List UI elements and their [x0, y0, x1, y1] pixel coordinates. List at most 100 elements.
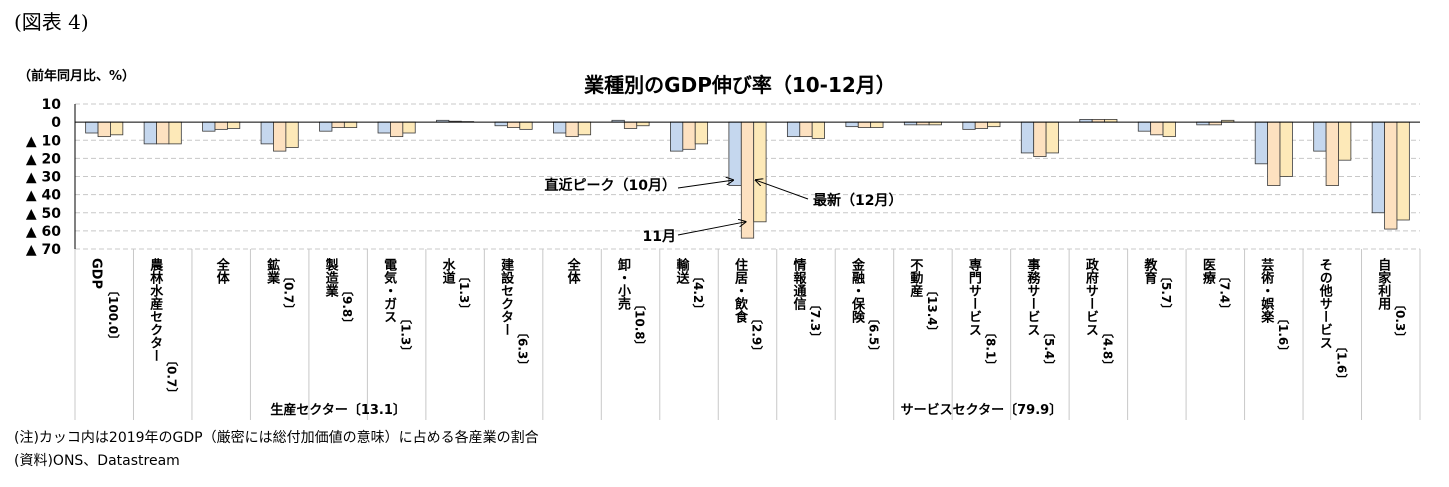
category-share-label: 〔8.1〕	[983, 326, 997, 371]
bar	[97, 121, 111, 138]
y-tick-label: ▲ 40	[26, 188, 61, 204]
category-share-label: 〔13.4〕	[925, 284, 939, 338]
category-share-label: 〔1.3〕	[399, 312, 413, 357]
bar	[870, 121, 884, 128]
category-share-label: 〔4.2〕	[691, 270, 705, 315]
category-share-label: 〔1.6〕	[1334, 340, 1348, 385]
source-note: (資料)ONS、Datastream	[14, 453, 180, 469]
category-share-label: 〔10.8〕	[633, 298, 647, 352]
bar	[273, 121, 287, 152]
annotation-label: 直近ピーク（10月）	[545, 177, 676, 194]
bars	[85, 119, 1410, 239]
category-share-label: 〔0.3〕	[1393, 298, 1407, 343]
category-label: GDP	[89, 258, 104, 289]
bar	[377, 121, 391, 134]
bar	[156, 121, 170, 145]
bar	[168, 121, 182, 145]
bar	[1150, 121, 1164, 136]
category-label: 芸術・娯楽	[1258, 257, 1275, 324]
category-label: 農林水産セクター	[147, 257, 163, 362]
bar	[214, 121, 228, 130]
bar	[506, 121, 521, 128]
category-label: 全体	[214, 257, 231, 285]
bar	[845, 121, 859, 128]
bar	[319, 121, 333, 132]
category-share-label: 〔7.4〕	[1217, 270, 1231, 315]
category-label: 全体	[565, 257, 582, 285]
bar	[1267, 121, 1281, 186]
bar	[143, 121, 157, 145]
category-label: 電気・ガス	[381, 258, 397, 323]
category-label: 自家利用	[1375, 257, 1392, 311]
bar	[857, 121, 872, 128]
category-label: 専門サービス	[966, 257, 982, 336]
category-share-label: 〔100.0〕	[106, 284, 120, 346]
bar	[740, 121, 755, 239]
bar	[565, 121, 579, 138]
bar	[1313, 121, 1327, 152]
category-label: 医療	[1200, 258, 1216, 285]
category-label: 水道	[440, 257, 456, 285]
group-label: 生産セクター〔13.1〕	[270, 402, 406, 418]
y-tick-label: ▲ 30	[26, 170, 61, 186]
annotations: 直近ピーク（10月） 11月 最新（12月）	[545, 177, 902, 245]
chart-title: 業種別のGDP伸び率（10-12月）	[584, 73, 896, 97]
bar	[1396, 121, 1410, 221]
category-share-label: 〔1.3〕	[457, 270, 471, 315]
bar	[786, 121, 801, 138]
annotation-arrow	[756, 180, 809, 200]
category-label: 教育	[1141, 257, 1158, 285]
category-label: 不動産	[907, 258, 923, 298]
bar	[974, 121, 989, 129]
bar	[402, 121, 416, 134]
category-share-label: 〔6.3〕	[516, 326, 530, 371]
group-label: サービスセクター〔79.9〕	[901, 402, 1063, 418]
bar	[1020, 121, 1035, 154]
figure-label: (図表 4)	[14, 10, 89, 34]
bar	[799, 121, 813, 138]
bar	[670, 121, 684, 152]
category-label: 卸・小売	[615, 257, 631, 311]
category-label: 政府サービス	[1083, 257, 1099, 336]
bar	[1033, 121, 1047, 157]
y-tick-label: ▲ 70	[26, 242, 61, 258]
category-label: 住居・飲食	[732, 257, 749, 324]
y-axis-label: （前年同月比、%）	[18, 68, 135, 84]
bar	[1162, 121, 1176, 138]
annotation-label: 11月	[643, 229, 676, 245]
bar	[1371, 121, 1385, 214]
category-label: 鉱業	[264, 257, 281, 285]
category-share-label: 〔0.7〕	[165, 354, 179, 399]
category-label: 製造業	[323, 257, 340, 298]
bar	[811, 121, 825, 139]
bar	[623, 121, 638, 129]
bar	[390, 121, 404, 138]
bar	[1137, 121, 1152, 132]
bar	[519, 121, 533, 130]
bar	[694, 121, 709, 145]
bar	[331, 121, 345, 128]
category-share-label: 〔6.5〕	[866, 312, 880, 357]
bar	[260, 121, 274, 145]
bar	[1045, 121, 1059, 154]
footnote: (注)カッコ内は2019年のGDP（厳密には総付加価値の意味）に占める各産業の割…	[14, 430, 539, 446]
category-share-label: 〔1.6〕	[1276, 312, 1290, 357]
bar	[987, 121, 1001, 128]
y-tick-label: ▲ 50	[26, 206, 61, 222]
bar	[553, 121, 567, 134]
category-label: 事務サービス	[1024, 257, 1040, 336]
annotation-arrow	[677, 222, 746, 236]
bar	[636, 121, 650, 127]
bar	[343, 121, 358, 128]
y-tick-label: ▲ 60	[26, 224, 61, 240]
y-tick-label: ▲ 20	[26, 151, 61, 167]
bar	[682, 121, 696, 150]
category-share-label: 〔5.4〕	[1042, 326, 1056, 371]
y-tick-label: 0	[51, 115, 61, 131]
y-tick-label: ▲ 10	[26, 133, 61, 149]
category-share-label: 〔5.7〕	[1159, 270, 1173, 315]
annotation-label: 最新（12月）	[813, 192, 902, 209]
bar	[285, 121, 299, 148]
category-labels: GDP〔100.0〕 農林水産セクター〔0.7〕全体 鉱業 〔0.7〕 製造業〔9.8〕…	[89, 257, 1407, 418]
